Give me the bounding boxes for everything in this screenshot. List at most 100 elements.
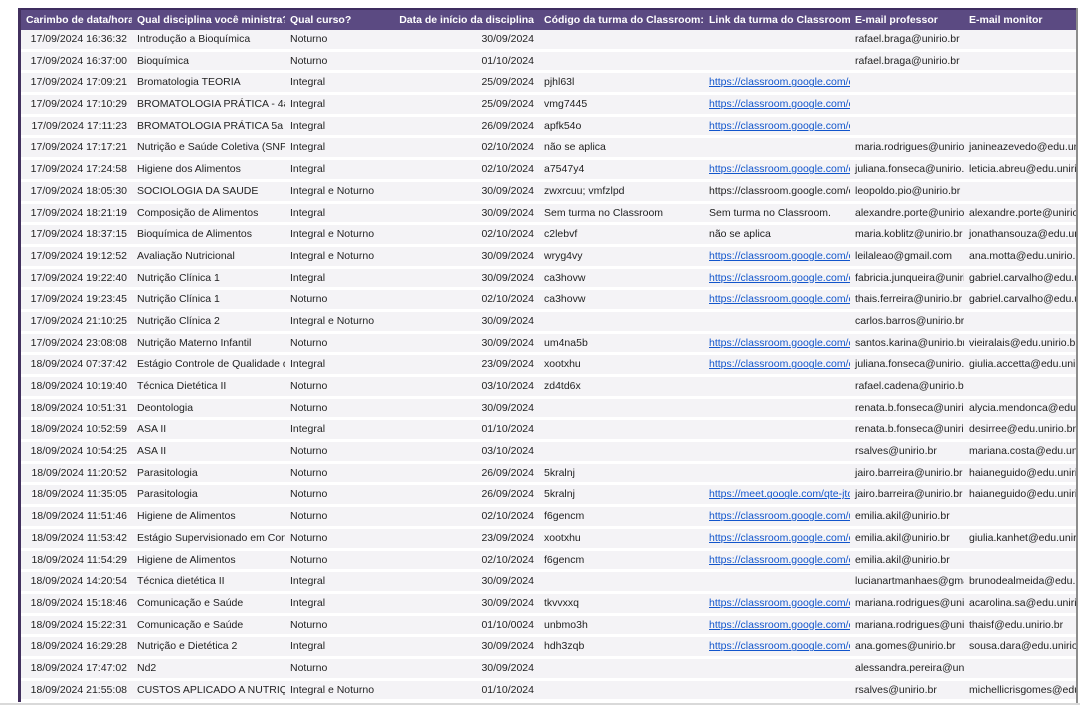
- cell-monitor: giulia.accetta@edu.unirio: [969, 358, 1078, 371]
- cell-professor: carlos.barros@unirio.br: [855, 314, 964, 327]
- classroom-link[interactable]: https://classroom.google.com/c/N: [709, 271, 850, 284]
- cell-link: https://classroom.google.com/c/N: [704, 290, 850, 309]
- cell-monitor: haianeguido@edu.unirio.: [969, 488, 1078, 501]
- cell-professor: mariana.rodrigues@uniri: [855, 596, 964, 609]
- cell-monitor: [964, 659, 1078, 678]
- classroom-link[interactable]: https://classroom.google.com/c/N: [709, 618, 850, 631]
- cell-disciplina: Técnica Dietética II: [137, 380, 227, 392]
- cell-timestamp: 17/09/2024 17:24:58: [30, 163, 127, 176]
- cell-inicio: 30/09/2024: [481, 271, 534, 284]
- cell-monitor: gabriel.carvalho@edu.un: [969, 271, 1078, 284]
- cell-codigo: [539, 52, 704, 71]
- table-row: 18/09/2024 07:37:42 Estágio Controle de Q…: [21, 355, 1078, 377]
- cell-timestamp: 17/09/2024 19:22:40: [30, 271, 127, 284]
- cell-disciplina: Introdução a Bioquímica: [137, 33, 251, 45]
- classroom-link[interactable]: https://classroom.google.com/c/N: [709, 531, 850, 544]
- cell-professor: juliana.fonseca@unirio.b: [855, 163, 964, 176]
- cell-curso: Integral e Noturno: [290, 228, 375, 241]
- cell-codigo: [539, 659, 704, 678]
- cell-inicio: 30/09/2024: [481, 640, 534, 653]
- cell-curso: Integral: [290, 141, 326, 154]
- cell-link: [704, 681, 850, 700]
- cell-link: [704, 52, 850, 71]
- cell-curso: Noturno: [290, 54, 328, 67]
- cell-disciplina: CUSTOS APLICADO A NUTRIÇÃO: [137, 683, 285, 696]
- cell-inicio: 30/09/2024: [481, 336, 534, 349]
- classroom-link[interactable]: https://classroom.google.com/c/N: [709, 640, 850, 653]
- cell-timestamp: 17/09/2024 19:12:52: [30, 249, 127, 262]
- cell-monitor: thaisf@edu.unirio.br: [969, 618, 1064, 631]
- right-edge-line: [1076, 8, 1078, 703]
- cell-disciplina: Nutrição e Dietética 2: [137, 640, 238, 653]
- cell-disciplina: Higiene de Alimentos: [137, 553, 236, 566]
- cell-curso: Integral: [290, 206, 326, 219]
- form-responses-table: Carimbo de data/hora Qual disciplina você…: [18, 8, 1078, 703]
- cell-codigo: Sem turma no Classroom: [544, 206, 664, 219]
- classroom-link[interactable]: https://classroom.google.com/u/1: [709, 510, 850, 523]
- cell-inicio: 30/09/2024: [481, 184, 534, 197]
- classroom-link[interactable]: https://meet.google.com/qte-jtcb-v: [709, 488, 850, 501]
- cell-monitor: [964, 312, 1078, 331]
- cell-monitor: [964, 507, 1078, 526]
- col-header-curso: Qual curso?: [290, 14, 352, 26]
- cell-codigo: pjhl63l: [544, 76, 575, 89]
- cell-disciplina: Nutrição e Saúde Coletiva (SNP005: [137, 141, 285, 154]
- cell-codigo: 5kralnj: [544, 488, 575, 501]
- cell-timestamp: 18/09/2024 11:20:52: [31, 466, 127, 479]
- cell-codigo: [539, 399, 704, 418]
- cell-curso: Integral e Noturno: [290, 249, 375, 262]
- cell-link: https://classroom.google.com/c/N: [704, 160, 850, 179]
- cell-timestamp: 17/09/2024 16:36:32: [30, 33, 127, 45]
- classroom-link[interactable]: https://classroom.google.com/c/N: [709, 553, 850, 566]
- classroom-link[interactable]: https://classroom.google.com/c/N: [709, 358, 850, 371]
- cell-disciplina: Parasitologia: [137, 488, 198, 501]
- classroom-link[interactable]: https://classroom.google.com/c/N: [709, 293, 850, 306]
- cell-disciplina: Comunicação e Saúde: [137, 596, 244, 609]
- cell-codigo: apfk54o: [544, 119, 582, 132]
- cell-link: [704, 572, 850, 591]
- cell-timestamp: 18/09/2024 07:37:42: [30, 358, 127, 371]
- cell-codigo: não se aplica: [544, 141, 606, 154]
- cell-monitor: leticia.abreu@edu.unirio.: [969, 163, 1078, 176]
- cell-monitor: vieiralais@edu.unirio.br: [969, 336, 1078, 349]
- cell-monitor: gabriel.carvalho@edu.un: [969, 293, 1078, 306]
- cell-professor: alessandra.pereira@uniri: [855, 661, 964, 674]
- cell-monitor: alycia.mendonca@edu.u: [969, 401, 1078, 414]
- cell-inicio: 03/10/2024: [481, 380, 534, 392]
- classroom-link[interactable]: https://classroom.google.com/c/N: [709, 76, 850, 89]
- cell-timestamp: 17/09/2024 18:37:15: [30, 228, 127, 241]
- cell-professor: juliana.fonseca@unirio.b: [855, 358, 964, 371]
- cell-link: https://classroom.google.com/c/N: [704, 73, 850, 92]
- cell-curso: Noturno: [290, 510, 328, 523]
- cell-curso: Integral: [290, 640, 326, 653]
- cell-link: [704, 420, 850, 439]
- table-body: 17/09/2024 16:36:32 Introdução a Bioquími…: [21, 30, 1078, 703]
- classroom-link[interactable]: https://classroom.google.com/c/N: [709, 163, 850, 176]
- cell-monitor: [964, 377, 1078, 396]
- classroom-link[interactable]: https://classroom.google.com/c/N: [709, 98, 850, 111]
- cell-codigo: f6gencm: [544, 553, 585, 566]
- table-row: 18/09/2024 10:52:59 ASA II Integral 01/10/2…: [21, 420, 1078, 443]
- cell-inicio: 01/10/0024: [481, 618, 534, 631]
- classroom-link[interactable]: https://classroom.google.com/c/N: [709, 249, 850, 262]
- cell-link: https://classroom.google.com/c/N: [704, 551, 850, 570]
- cell-disciplina: Nutrição Clínica 2: [137, 314, 220, 327]
- table-row: 17/09/2024 21:10:25 Nutrição Clínica 2 Int…: [21, 311, 1078, 334]
- table-row: 17/09/2024 19:22:40 Nutrição Clínica 1 Int…: [21, 268, 1078, 291]
- classroom-link[interactable]: https://classroom.google.com/c/N: [709, 596, 850, 609]
- cell-professor: ana.gomes@unirio.br: [855, 640, 956, 653]
- cell-timestamp: 18/09/2024 16:29:28: [30, 640, 127, 653]
- cell-professor: mariana.rodrigues@uniri: [855, 618, 964, 631]
- cell-timestamp: 17/09/2024 18:21:19: [30, 206, 127, 219]
- cell-professor: [850, 95, 964, 114]
- cell-inicio: 02/10/2024: [481, 510, 534, 523]
- cell-link: Sem turma no Classroom.: [709, 206, 831, 219]
- classroom-link[interactable]: https://classroom.google.com/c/N: [709, 119, 850, 132]
- cell-inicio: 03/10/2024: [481, 445, 534, 458]
- cell-curso: Integral: [290, 575, 326, 588]
- cell-link: https://classroom.google.com/c/N: [704, 117, 850, 136]
- cell-timestamp: 18/09/2024 15:22:31: [30, 618, 127, 631]
- classroom-link[interactable]: https://classroom.google.com/c/N: [709, 336, 850, 349]
- cell-link: [704, 399, 850, 418]
- table-row: 17/09/2024 17:17:21 Nutrição e Saúde Cole…: [21, 138, 1078, 161]
